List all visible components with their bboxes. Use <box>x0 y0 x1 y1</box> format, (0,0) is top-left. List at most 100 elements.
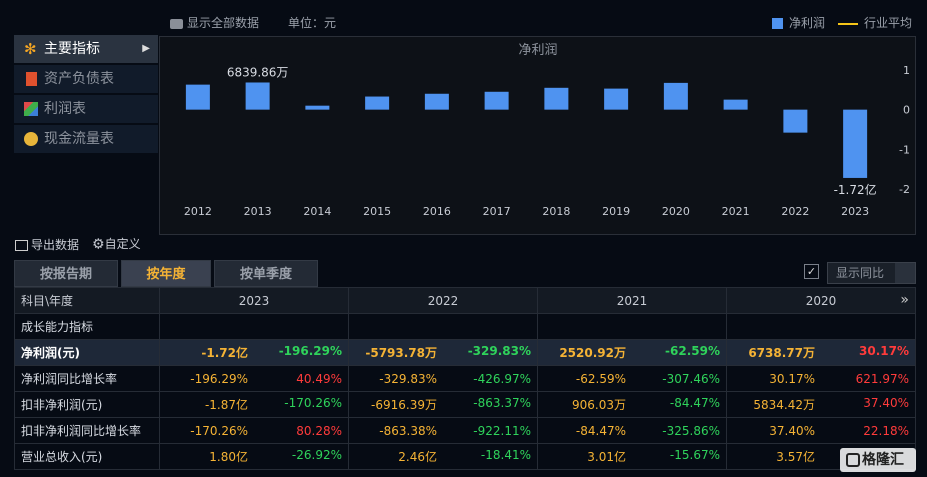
coins-icon <box>24 132 38 146</box>
x-tick-label: 2013 <box>244 205 272 218</box>
snowflake-icon: ✻ <box>24 40 37 58</box>
cell-value: -1.87亿 <box>204 398 248 412</box>
y-tick-label: -2 <box>899 183 910 196</box>
legend-net-profit: 净利润 <box>772 14 825 31</box>
table-cell: 30.17% 621.97% <box>726 365 916 392</box>
double-chevron-right-icon[interactable]: » <box>900 292 909 308</box>
net-profit-growth-row: 净利润同比增长率 -196.29% 40.49% -329.83% -426.97% -6… <box>14 365 916 392</box>
cell-value: -196.29% <box>190 371 248 386</box>
legend-bar-swatch <box>772 18 783 29</box>
show-all-data-button[interactable]: 显示全部数据 <box>170 14 259 31</box>
cell-yoy: 30.17% <box>859 344 909 358</box>
x-tick-label: 2017 <box>483 205 511 218</box>
cell-yoy: 621.97% <box>855 371 909 386</box>
x-tick-label: 2022 <box>781 205 809 218</box>
table-cell: -196.29% 40.49% <box>159 365 349 392</box>
table-cell: -863.38% -922.11% <box>348 417 538 444</box>
table-cell: 37.40% 22.18% <box>726 417 916 444</box>
bar-2019 <box>604 88 629 110</box>
customize-button[interactable]: ⚙自定义 <box>92 236 141 253</box>
cell-yoy: -325.86% <box>662 423 720 438</box>
cell-value: 906.03万 <box>572 398 626 412</box>
net-profit-chart: 净利润 2012 2013 2014 2015 2016 2017 2018 2019 2020… <box>159 36 916 235</box>
bar-2020 <box>663 82 688 110</box>
table-cell: -62.59% -307.46% <box>537 365 727 392</box>
bar-2016 <box>424 93 449 110</box>
cell-yoy: 40.49% <box>296 371 342 386</box>
table-cell: -329.83% -426.97% <box>348 365 538 392</box>
table-header-row: 科目\年度 2023 2022 2021 2020» <box>14 287 916 314</box>
y-tick-label: -1 <box>899 143 910 156</box>
unit-label: 单位：元 <box>288 16 337 30</box>
x-tick-label: 2023 <box>841 205 869 218</box>
table-cell: -170.26% 80.28% <box>159 417 349 444</box>
x-tick-label: 2019 <box>602 205 630 218</box>
x-tick-label: 2015 <box>363 205 391 218</box>
dropdown-arrow-icon <box>895 263 915 283</box>
cell-value: -84.47% <box>575 423 626 438</box>
cell-yoy: 22.18% <box>863 423 909 438</box>
max-value-annotation: 6839.86万 <box>227 65 289 79</box>
revenue-row: 营业总收入(元) 1.80亿 -26.92% 2.46亿 -18.41% 3.01亿 -15… <box>14 443 916 470</box>
cell-value: -62.59% <box>575 371 626 386</box>
sidebar-item-cash-flow[interactable]: 现金流量表 <box>14 125 158 153</box>
cell-value: -170.26% <box>190 423 248 438</box>
x-tick-label: 2014 <box>303 205 331 218</box>
cell-yoy: -426.97% <box>473 371 531 386</box>
cell-yoy: -307.46% <box>662 371 720 386</box>
table-cell: -1.72亿 -196.29% <box>159 339 349 366</box>
x-tick-label: 2021 <box>722 205 750 218</box>
cell-value: 30.17% <box>769 371 815 386</box>
sidebar-item-income-statement[interactable]: 利润表 <box>14 95 158 123</box>
x-tick-label: 2012 <box>184 205 212 218</box>
table-cell: -5793.78万 -329.83% <box>348 339 538 366</box>
cell-value: -1.72亿 <box>201 346 248 360</box>
bar-2012 <box>185 84 210 110</box>
tab-by-year[interactable]: 按年度 <box>121 260 211 287</box>
cell-yoy: -84.47% <box>669 396 720 410</box>
x-tick-label: 2016 <box>423 205 451 218</box>
table-header-year: 2020» <box>726 287 916 314</box>
comment-icon <box>170 18 183 29</box>
bar-2015 <box>365 96 390 110</box>
table-cell: -6916.39万 -863.37% <box>348 391 538 418</box>
export-data-button[interactable]: 导出数据 <box>15 236 79 253</box>
row-label: 扣非净利润同比增长率 <box>14 417 160 444</box>
table-header-year: 2021 <box>537 287 727 314</box>
gear-icon: ⚙ <box>92 236 105 253</box>
cell-value: -5793.78万 <box>365 346 437 360</box>
indicator-table: 科目\年度 2023 2022 2021 2020» 成长能力指标 净利润(元)… <box>14 287 916 470</box>
sidebar-item-main-indicators[interactable]: ✻ 主要指标 ▶ <box>14 35 158 63</box>
y-tick-label: 0 <box>903 104 910 117</box>
table-cell: -84.47% -325.86% <box>537 417 727 444</box>
row-label: 净利润同比增长率 <box>14 365 160 392</box>
yoy-select[interactable]: 显示同比 <box>827 262 916 284</box>
cell-yoy: -196.29% <box>278 344 342 358</box>
brand-g-icon <box>846 453 860 467</box>
chevron-right-icon: ▶ <box>142 43 150 54</box>
cell-yoy: -18.41% <box>480 448 531 462</box>
row-label: 扣非净利润(元) <box>14 391 160 418</box>
tab-by-quarter[interactable]: 按单季度 <box>214 260 318 287</box>
tab-by-report-period[interactable]: 按报告期 <box>14 260 118 287</box>
cell-yoy: -170.26% <box>284 396 342 410</box>
cell-value: 3.01亿 <box>587 450 626 464</box>
table-header-year: 2022 <box>348 287 538 314</box>
yoy-checkbox[interactable]: ✓ <box>804 264 819 279</box>
chart-svg: 净利润 2012 2013 2014 2015 2016 2017 2018 2019 2020… <box>184 43 910 218</box>
cell-value: 2520.92万 <box>559 346 626 360</box>
show-all-label: 显示全部数据 <box>187 16 260 30</box>
x-tick-label: 2020 <box>662 205 690 218</box>
cell-value: 6738.77万 <box>748 346 815 360</box>
bar-2017 <box>484 91 509 110</box>
bar-2018 <box>544 87 569 110</box>
table-header-subject: 科目\年度 <box>14 287 160 314</box>
cell-yoy: -15.67% <box>669 448 720 462</box>
document-icon <box>26 72 37 86</box>
net-profit-row: 净利润(元) -1.72亿 -196.29% -5793.78万 -329.83% 252… <box>14 339 916 366</box>
cell-yoy: -863.37% <box>473 396 531 410</box>
table-body: 净利润(元) -1.72亿 -196.29% -5793.78万 -329.83% 252… <box>14 339 916 470</box>
cell-yoy: -922.11% <box>473 423 531 438</box>
sidebar-item-balance-sheet[interactable]: 资产负债表 <box>14 65 158 93</box>
table-cell: 906.03万 -84.47% <box>537 391 727 418</box>
